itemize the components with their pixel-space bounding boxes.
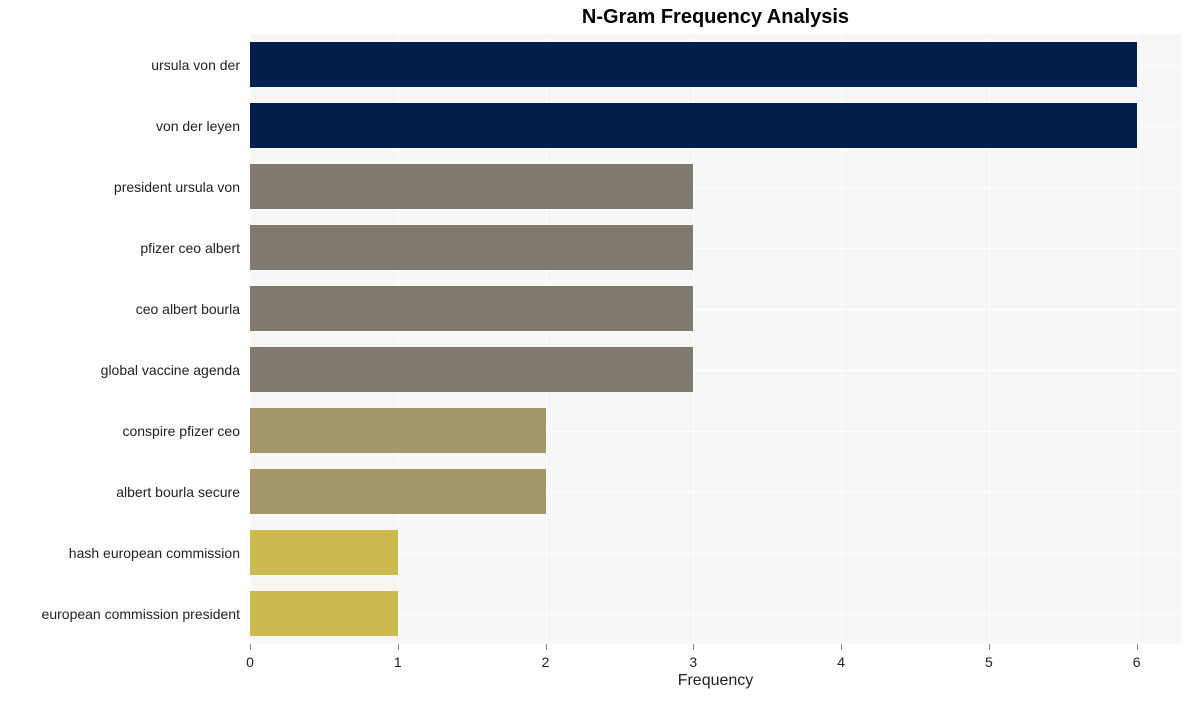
x-tick-label: 4 [837,654,845,670]
chart-title: N-Gram Frequency Analysis [250,6,1181,29]
plot-area [250,34,1181,644]
y-tick-label: global vaccine agenda [0,362,240,378]
y-tick-label: hash european commission [0,545,240,561]
x-tick-mark [693,644,694,650]
y-tick-label: ursula von der [0,57,240,73]
x-tick-mark [250,644,251,650]
x-axis-label: Frequency [250,672,1181,690]
bar [250,530,398,576]
y-tick-label: conspire pfizer ceo [0,423,240,439]
x-tick-label: 0 [246,654,254,670]
x-tick-label: 3 [689,654,697,670]
bar [250,469,546,515]
bar [250,591,398,637]
x-tick-mark [841,644,842,650]
y-tick-label: president ursula von [0,179,240,195]
x-tick-label: 5 [985,654,993,670]
y-tick-label: albert bourla secure [0,484,240,500]
y-tick-label: von der leyen [0,118,240,134]
x-tick-mark [398,644,399,650]
chart-container: N-Gram Frequency Analysis Frequency 0 1 2 3… [0,0,1191,701]
bar [250,408,546,454]
bar [250,225,693,271]
x-tick-label: 1 [394,654,402,670]
bar [250,42,1137,88]
x-tick-mark [989,644,990,650]
x-tick-mark [1137,644,1138,650]
bar [250,103,1137,149]
x-tick-mark [546,644,547,650]
bar [250,164,693,210]
x-tick-label: 6 [1133,654,1141,670]
x-tick-label: 2 [542,654,550,670]
bar [250,347,693,393]
y-tick-label: pfizer ceo albert [0,240,240,256]
y-tick-label: european commission president [0,606,240,622]
bar [250,286,693,332]
y-tick-label: ceo albert bourla [0,301,240,317]
